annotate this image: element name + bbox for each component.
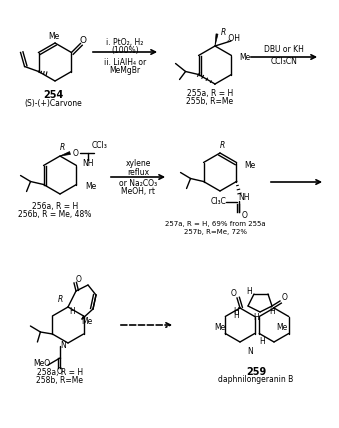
Text: 259: 259 <box>246 367 266 377</box>
Text: H: H <box>269 307 275 316</box>
Text: DBU or KH: DBU or KH <box>264 45 304 54</box>
Text: 255a, R = H: 255a, R = H <box>187 89 233 98</box>
Text: N: N <box>247 348 253 357</box>
Text: NH: NH <box>239 193 250 202</box>
Text: H: H <box>233 312 239 321</box>
Text: Me: Me <box>48 32 60 41</box>
Text: Cl₃C: Cl₃C <box>211 197 226 206</box>
Text: ii. LiAlH₄ or: ii. LiAlH₄ or <box>104 57 146 66</box>
Text: 256a, R = H: 256a, R = H <box>32 202 78 211</box>
Text: O: O <box>57 368 63 377</box>
Text: (S)-(+)Carvone: (S)-(+)Carvone <box>24 98 82 107</box>
Text: O: O <box>282 294 288 303</box>
Text: R: R <box>57 294 63 303</box>
Text: O: O <box>73 149 79 158</box>
Text: xylene: xylene <box>125 160 151 169</box>
Text: Me: Me <box>276 324 287 333</box>
Text: CCl₃CN: CCl₃CN <box>271 56 297 65</box>
Text: Me: Me <box>81 318 93 327</box>
Text: R: R <box>59 143 65 152</box>
Text: H: H <box>246 286 252 295</box>
Text: N: N <box>60 342 66 351</box>
Text: H: H <box>253 313 259 323</box>
Polygon shape <box>215 34 218 46</box>
Text: MeMgBr: MeMgBr <box>109 65 141 74</box>
Text: or Na₂CO₃: or Na₂CO₃ <box>119 178 157 187</box>
Text: R: R <box>220 27 226 36</box>
Text: daphnilongeranin B: daphnilongeranin B <box>218 375 294 384</box>
Text: reflux: reflux <box>127 167 149 176</box>
Text: 258b, R=Me: 258b, R=Me <box>37 375 83 384</box>
Text: MeOH, rt: MeOH, rt <box>121 187 155 196</box>
Text: (100%): (100%) <box>111 45 139 54</box>
Text: H: H <box>233 307 239 316</box>
Text: O: O <box>231 288 237 297</box>
Text: Me: Me <box>239 53 250 62</box>
Polygon shape <box>60 152 71 156</box>
Text: NH: NH <box>82 158 94 167</box>
Text: 255b, R=Me: 255b, R=Me <box>186 96 234 105</box>
Text: O: O <box>76 276 82 285</box>
Text: R: R <box>219 140 225 149</box>
Text: ,OH: ,OH <box>226 33 240 42</box>
Text: H: H <box>259 338 265 347</box>
Text: Me: Me <box>244 161 255 170</box>
Text: i. PtO₂, H₂: i. PtO₂, H₂ <box>106 38 144 47</box>
Text: 258a, R = H: 258a, R = H <box>37 368 83 377</box>
Text: 257b, R=Me, 72%: 257b, R=Me, 72% <box>183 229 246 235</box>
Text: O: O <box>241 211 247 220</box>
Text: 254: 254 <box>43 90 63 100</box>
Text: Me: Me <box>85 182 96 191</box>
Text: O: O <box>80 36 87 45</box>
Text: 256b, R = Me, 48%: 256b, R = Me, 48% <box>18 209 92 219</box>
Text: Me: Me <box>214 324 226 333</box>
Text: 257a, R = H, 69% from 255a: 257a, R = H, 69% from 255a <box>165 221 265 227</box>
Text: CCl₃: CCl₃ <box>92 142 108 151</box>
Text: H: H <box>69 306 75 315</box>
Text: MeO: MeO <box>34 359 51 368</box>
